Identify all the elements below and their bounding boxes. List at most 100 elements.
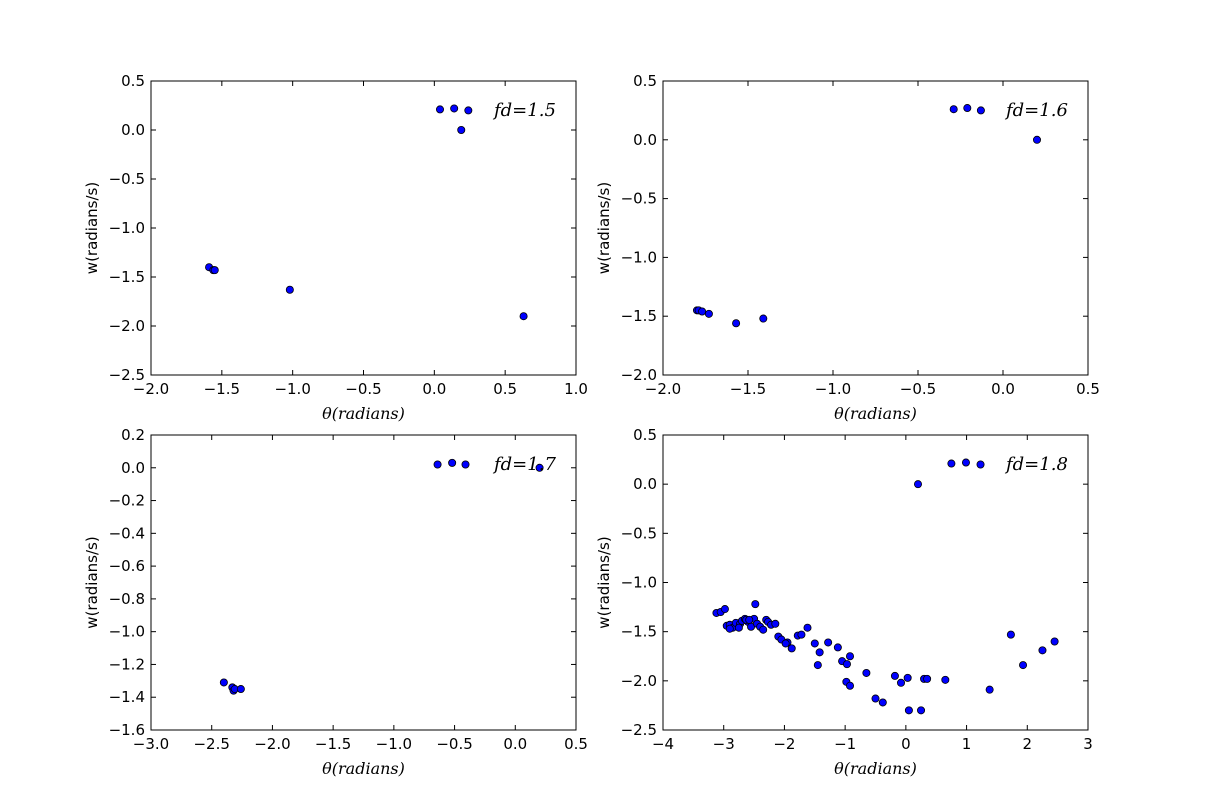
data-point: [787, 644, 796, 653]
x-tick-label: −1.5: [730, 380, 766, 398]
x-tick-label: −1.0: [376, 735, 412, 753]
data-point: [435, 105, 444, 114]
y-tick-label: −1.0: [621, 248, 657, 266]
legend-label: fd=1.5: [492, 100, 556, 121]
data-point: [903, 673, 912, 682]
data-point: [519, 312, 528, 321]
y-axis-label: w(radians/s): [83, 182, 101, 274]
data-point: [904, 706, 913, 715]
data-point: [1006, 630, 1015, 639]
legend-label: fd=1.8: [1004, 454, 1068, 475]
data-point: [285, 285, 294, 294]
plot-frame: [150, 434, 577, 731]
data-point: [878, 698, 887, 707]
y-tick-label: 0.5: [633, 72, 657, 90]
legend-label: fd=1.6: [1004, 100, 1068, 121]
data-point: [871, 694, 880, 703]
data-point: [734, 623, 743, 632]
data-point: [917, 706, 926, 715]
data-point: [781, 639, 790, 648]
y-tick-label: −0.6: [109, 557, 145, 575]
y-tick-label: −1.5: [621, 623, 657, 641]
y-tick-label: −1.0: [621, 574, 657, 592]
x-axis-label: θ(radians): [322, 404, 405, 423]
data-point: [923, 674, 932, 683]
subplot-fd-1-7: −3.0 −2.5 −2.0 −1.5 −1.0 −0.5 0.0 0.5 −1.6 −1.4 −1…: [83, 426, 588, 778]
y-tick-label: −1.6: [109, 721, 145, 739]
x-tick-label: −1.5: [315, 735, 351, 753]
x-tick-label: 0.5: [1076, 380, 1100, 398]
y-tick-label: −0.8: [109, 590, 145, 608]
data-point: [210, 266, 219, 275]
subplot-fd-1-6: −2.0 −1.5 −1.0 −0.5 0.0 0.5 −2.0 −1.5 −1.0 −0.5 0.…: [595, 72, 1100, 423]
data-point: [949, 105, 958, 114]
x-tick-label: 0.5: [564, 735, 588, 753]
data-point: [976, 106, 985, 115]
data-point: [961, 458, 970, 467]
x-tick-label: −3.0: [133, 735, 169, 753]
data-point: [433, 460, 442, 469]
data-point: [461, 460, 470, 469]
subplot-fd-1-5: −2.0 −1.5 −1.0 −0.5 0.0 0.5 1.0−2.5−2.0−1.5−1.…: [83, 72, 588, 423]
y-tick-label: 0.0: [633, 475, 657, 493]
x-tick-label: −1.0: [815, 380, 851, 398]
y-tick-label: −0.5: [621, 190, 657, 208]
x-axis-label: θ(radians): [834, 759, 917, 778]
data-point: [842, 660, 851, 669]
y-tick-label: −2.0: [109, 317, 145, 335]
y-tick-label: −1.4: [109, 688, 145, 706]
data-point: [813, 661, 822, 670]
plot-frame: [662, 80, 1089, 376]
x-tick-label: −2: [773, 735, 795, 753]
y-axis-label: w(radians/s): [595, 536, 613, 628]
y-tick-label: 0.0: [121, 121, 145, 139]
data-point: [745, 615, 754, 624]
data-point: [824, 638, 833, 647]
y-tick-label: −1.5: [621, 307, 657, 325]
legend-label: fd=1.7: [492, 454, 556, 475]
x-tick-label: 2: [1023, 735, 1033, 753]
data-point: [1050, 637, 1059, 646]
data-point: [963, 104, 972, 113]
x-tick-label: −0.5: [436, 735, 472, 753]
y-tick-label: −1.2: [109, 655, 145, 673]
data-point: [803, 623, 812, 632]
x-tick-label: −0.5: [345, 380, 381, 398]
data-point: [1019, 661, 1028, 670]
x-tick-label: 0.0: [422, 380, 446, 398]
x-tick-label: 0.5: [493, 380, 517, 398]
y-tick-label: −0.4: [109, 524, 145, 542]
data-point: [846, 681, 855, 690]
x-tick-label: −0.5: [900, 380, 936, 398]
y-tick-label: 0.5: [633, 426, 657, 444]
y-axis-label: w(radians/s): [83, 536, 101, 628]
data-point: [890, 671, 899, 680]
data-point: [1038, 646, 1047, 655]
x-tick-label: 0.0: [991, 380, 1015, 398]
data-point: [976, 460, 985, 469]
data-point: [236, 685, 245, 694]
x-tick-label: −3: [713, 735, 735, 753]
y-tick-label: −2.0: [621, 366, 657, 384]
x-tick-label: 1.0: [564, 380, 588, 398]
data-point: [704, 309, 713, 318]
y-tick-label: −2.0: [621, 672, 657, 690]
data-point: [862, 668, 871, 677]
data-point: [947, 459, 956, 468]
x-tick-label: 0: [901, 735, 911, 753]
x-tick-label: −2.0: [645, 380, 681, 398]
data-point: [810, 639, 819, 648]
data-point: [914, 480, 923, 489]
data-point: [833, 643, 842, 652]
x-tick-label: −2.5: [193, 735, 229, 753]
x-tick-label: −2.0: [254, 735, 290, 753]
y-tick-label: −2.5: [109, 366, 145, 384]
data-point: [897, 678, 906, 687]
data-point: [720, 605, 729, 614]
x-tick-label: −4: [652, 735, 674, 753]
data-point: [1033, 135, 1042, 144]
data-point: [751, 600, 760, 609]
data-point: [448, 458, 457, 467]
